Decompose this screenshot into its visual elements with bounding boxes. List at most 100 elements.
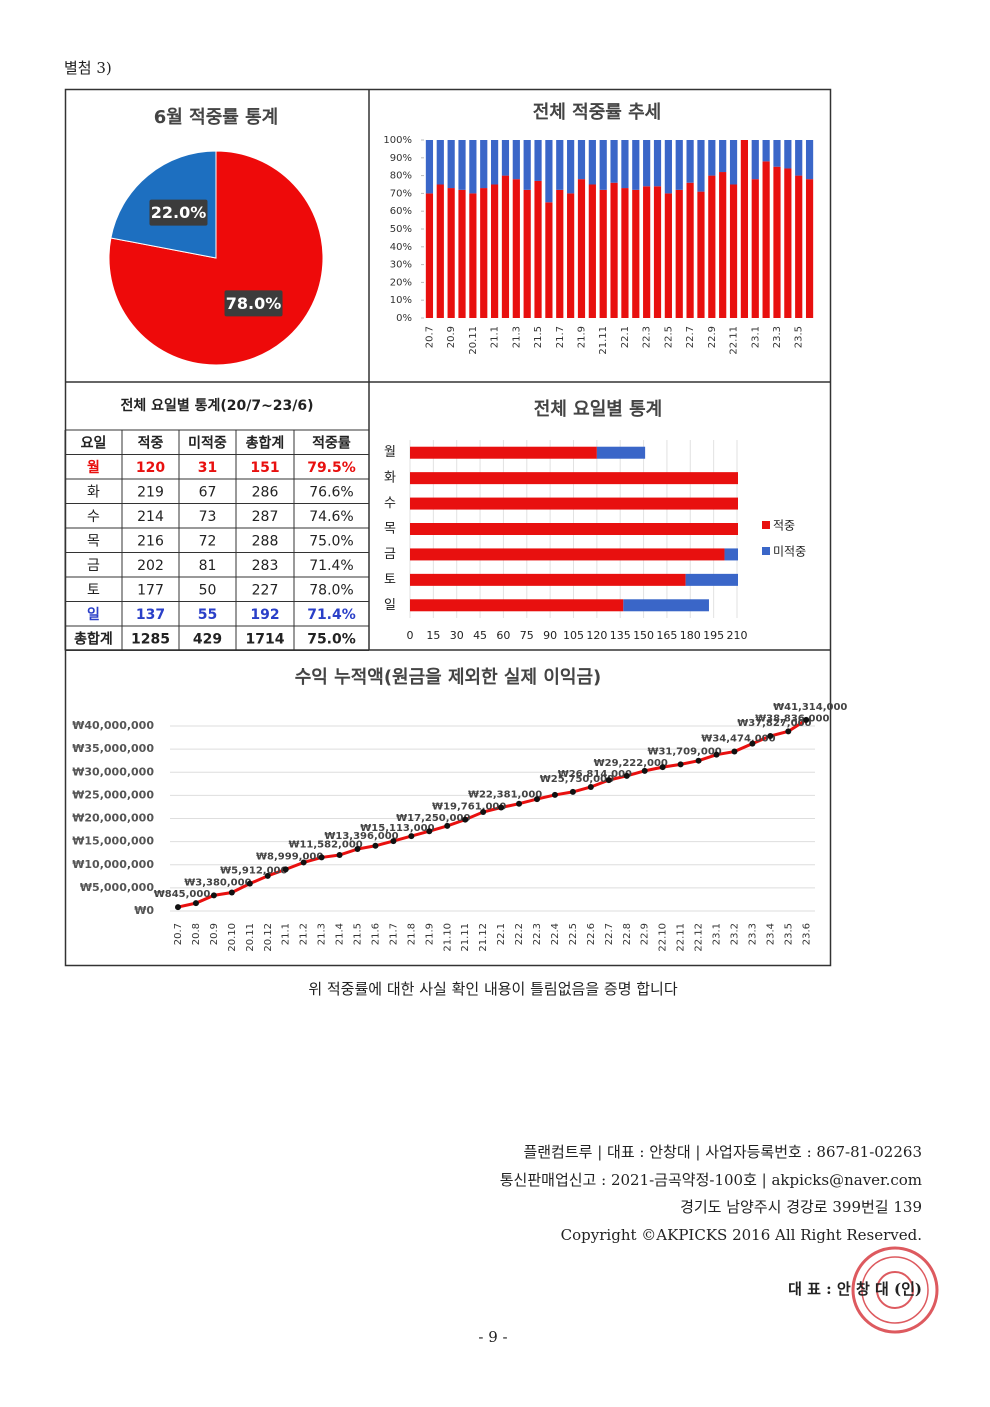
bar-segment bbox=[599, 189, 607, 318]
bar-segment bbox=[653, 186, 662, 318]
x-tick-label: 21.4 bbox=[335, 923, 346, 945]
x-tick-label: 60 bbox=[496, 629, 510, 642]
bar-segment bbox=[556, 140, 564, 190]
data-label: ₩22,381,000 bbox=[468, 789, 542, 800]
point bbox=[300, 859, 307, 866]
bar-segment bbox=[410, 599, 624, 612]
x-tick-label: 21.7 bbox=[555, 326, 566, 348]
data-label: ₩3,380,000 bbox=[184, 877, 251, 888]
x-tick-label: 21.10 bbox=[442, 923, 453, 952]
y-tick-label: 60% bbox=[390, 206, 412, 217]
y-tick-label: ₩25,000,000 bbox=[72, 788, 154, 801]
bar-segment bbox=[708, 140, 716, 176]
bar-segment bbox=[610, 140, 618, 183]
bar-segment bbox=[512, 140, 520, 180]
bar-segment bbox=[588, 184, 596, 318]
footer-line: Copyright ©AKPICKS 2016 All Right Reserv… bbox=[561, 1226, 922, 1244]
point bbox=[175, 904, 181, 911]
bar-segment bbox=[773, 166, 781, 318]
header: 별첨 3) bbox=[64, 59, 112, 77]
point bbox=[587, 783, 594, 790]
x-tick-label: 20.7 bbox=[424, 326, 435, 348]
table-cell: 81 bbox=[199, 558, 217, 574]
point bbox=[354, 846, 361, 853]
stamp bbox=[851, 1246, 939, 1334]
bar-segment bbox=[795, 140, 803, 176]
x-tick-label: 21.9 bbox=[576, 326, 587, 348]
bar-segment bbox=[534, 140, 542, 181]
bar-segment bbox=[410, 497, 738, 510]
x-tick-label: 30 bbox=[450, 629, 464, 642]
x-tick-label: 23.5 bbox=[794, 326, 805, 348]
bar-segment bbox=[724, 548, 738, 561]
y-tick-label: ₩40,000,000 bbox=[72, 719, 154, 732]
footer-line: 플랜컴트루 | 대표 : 안창대 | 사업자등록번호 : 867-81-0226… bbox=[523, 1143, 922, 1161]
table-cell: 120 bbox=[136, 460, 165, 476]
bar-segment bbox=[784, 168, 792, 318]
x-tick-label: 20.7 bbox=[173, 923, 184, 945]
data-label: ₩34,474,000 bbox=[701, 734, 775, 745]
x-tick-label: 23.2 bbox=[729, 923, 740, 945]
bar-segment bbox=[729, 140, 738, 185]
table-cell: 227 bbox=[252, 582, 279, 598]
bar-segment bbox=[751, 179, 759, 318]
x-tick-label: 23.1 bbox=[750, 326, 761, 348]
point bbox=[210, 892, 217, 899]
point bbox=[372, 842, 379, 849]
table-cell: 31 bbox=[198, 460, 217, 476]
point bbox=[803, 716, 810, 723]
x-tick-label: 22.6 bbox=[586, 923, 597, 945]
bar-segment bbox=[621, 188, 629, 318]
data-label: ₩31,709,000 bbox=[647, 746, 721, 757]
x-tick-label: 22.11 bbox=[676, 923, 687, 952]
y-tick-label: 10% bbox=[390, 295, 412, 306]
x-tick-label: 210 bbox=[727, 629, 748, 642]
bar-segment bbox=[697, 140, 705, 192]
table-cell: 216 bbox=[137, 533, 164, 549]
bar-segment bbox=[469, 140, 477, 194]
data-label: ₩13,396,000 bbox=[324, 831, 398, 842]
x-tick-label: 21.1 bbox=[281, 923, 292, 945]
data-label: ₩38,836,000 bbox=[755, 713, 829, 724]
table-cell: 73 bbox=[199, 509, 217, 525]
data-label: ₩5,912,000 bbox=[220, 866, 287, 877]
table-cell: 151 bbox=[250, 460, 279, 476]
point bbox=[767, 733, 774, 740]
table-header: 총합계 bbox=[246, 434, 285, 451]
table-cell: 67 bbox=[199, 484, 217, 500]
bar-segment bbox=[523, 189, 531, 318]
table-cell: 76.6% bbox=[309, 484, 353, 500]
point bbox=[695, 757, 702, 764]
bar-segment bbox=[610, 182, 618, 318]
x-tick-label: 180 bbox=[680, 629, 701, 642]
bar-segment bbox=[632, 140, 640, 190]
y-tick-label: 30% bbox=[390, 260, 412, 271]
bar-segment bbox=[567, 193, 575, 318]
bar-segment bbox=[686, 182, 694, 318]
data-label: ₩41,314,000 bbox=[773, 702, 847, 713]
point bbox=[462, 816, 469, 823]
bar-segment bbox=[410, 472, 738, 485]
point bbox=[282, 866, 289, 873]
line bbox=[177, 718, 808, 909]
table-cell: 202 bbox=[137, 558, 164, 574]
bar-segment bbox=[596, 446, 646, 459]
point bbox=[498, 804, 505, 811]
data-label: ₩845,000 bbox=[154, 889, 211, 900]
bar-segment bbox=[458, 140, 466, 190]
table-cell: 219 bbox=[137, 484, 164, 500]
bar-segment bbox=[805, 179, 814, 318]
point bbox=[749, 740, 756, 747]
x-tick-label: 120 bbox=[586, 629, 607, 642]
bar-segment bbox=[685, 573, 738, 586]
bar-segment bbox=[577, 179, 586, 318]
point bbox=[336, 852, 343, 859]
point bbox=[605, 777, 612, 784]
chart-title: 전체 요일별 통계 bbox=[534, 399, 662, 420]
table-header: 적중률 bbox=[312, 434, 351, 451]
table-cell: 1714 bbox=[246, 631, 285, 647]
bar-segment bbox=[762, 161, 770, 318]
point bbox=[192, 900, 199, 907]
x-tick-label: 21.7 bbox=[388, 923, 399, 945]
x-tick-label: 23.4 bbox=[765, 923, 776, 945]
